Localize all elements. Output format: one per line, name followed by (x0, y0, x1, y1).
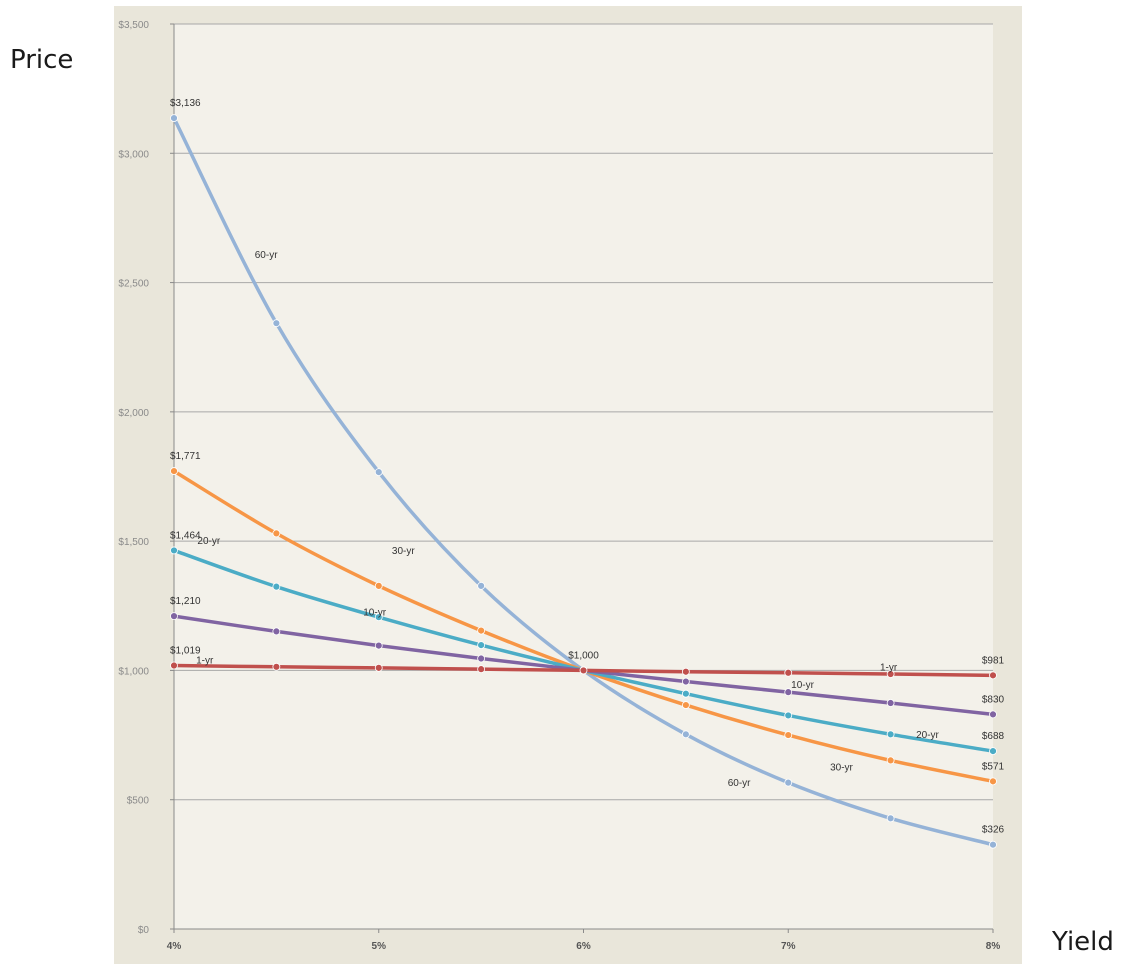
data-point-30-yr (170, 467, 178, 475)
data-point-10-yr (374, 641, 383, 650)
x-tick-label: 7% (781, 941, 796, 952)
data-point-10-yr (477, 654, 486, 663)
data-point-20-yr (374, 613, 383, 622)
y-tick-label: $1,500 (118, 537, 149, 548)
y-tick-label: $2,500 (118, 279, 149, 290)
data-label: 30-yr (392, 546, 415, 557)
data-point-20-yr (170, 546, 178, 555)
data-point-10-yr (170, 612, 178, 621)
data-point-1-yr (886, 670, 895, 678)
data-point-1-yr (170, 661, 178, 670)
data-label: $1,464 (170, 530, 201, 541)
x-tick-label: 6% (576, 941, 591, 952)
data-label: $688 (982, 731, 1005, 742)
data-point-20-yr (989, 747, 997, 756)
data-label: 10-yr (363, 608, 386, 619)
x-tick-label: 5% (372, 941, 387, 952)
data-point-1-yr (989, 671, 997, 680)
data-point-60-yr (784, 778, 793, 787)
data-label: 60-yr (255, 250, 278, 261)
axis-layer: $0 $500 $1,000 $1,500 $2,000 $2,500 $3,000 $3,5… (118, 20, 1000, 952)
data-point-1-yr (477, 665, 486, 674)
data-point-10-yr (681, 677, 690, 686)
y-tick-label: $3,500 (118, 20, 149, 31)
data-point-30-yr (784, 731, 793, 739)
y-tick-label: $3,000 (118, 149, 149, 160)
data-label: $1,000 (568, 650, 599, 661)
data-point-1-yr (681, 667, 690, 676)
plot-area (174, 24, 993, 929)
y-tick-label: $1,000 (118, 666, 149, 677)
y-tick-label: $500 (127, 796, 150, 807)
data-label: $1,771 (170, 451, 201, 462)
data-label: $3,136 (170, 98, 201, 109)
data-point-20-yr (272, 582, 281, 591)
data-label: 1-yr (880, 662, 898, 673)
data-point-1-yr (784, 668, 793, 677)
data-point-60-yr (989, 840, 997, 849)
y-tick-label: $2,000 (118, 408, 149, 419)
data-point-20-yr (886, 730, 895, 739)
data-point-30-yr (477, 626, 486, 635)
data-point-30-yr (886, 756, 895, 765)
data-point-1-yr (272, 662, 281, 671)
data-label: $830 (982, 694, 1005, 705)
x-tick-label: 4% (167, 941, 182, 952)
data-label: 10-yr (791, 680, 814, 691)
data-label: 60-yr (728, 778, 751, 789)
series-layer (170, 114, 997, 849)
x-tick-label: 8% (986, 941, 1001, 952)
data-point-20-yr (681, 689, 690, 698)
data-point-60-yr (170, 114, 178, 123)
data-label: 30-yr (830, 762, 853, 773)
data-point-30-yr (989, 777, 997, 786)
data-point-10-yr (784, 688, 793, 697)
data-point-1-yr (374, 663, 383, 672)
data-label: 20-yr (916, 730, 939, 741)
data-label: $1,210 (170, 596, 201, 607)
data-label: $326 (982, 825, 1005, 836)
data-point-20-yr (784, 711, 793, 720)
y-axis-title: Price (10, 45, 74, 75)
data-point-10-yr (272, 627, 281, 636)
data-point-60-yr (272, 319, 281, 328)
data-label: 20-yr (197, 536, 220, 547)
x-axis-title: Yield (1052, 927, 1114, 957)
y-tick-label: $0 (138, 925, 150, 936)
data-point-60-yr (477, 581, 486, 590)
data-point-30-yr (272, 529, 281, 538)
label-layer: $3,136 $1,771 $1,464 $1,210 $1,019 $1,000 $981… (170, 98, 1005, 836)
data-point-60-yr (886, 814, 895, 823)
data-label: $571 (982, 761, 1005, 772)
data-label: 1-yr (196, 656, 214, 667)
data-point-60-yr (374, 468, 383, 477)
chart-frame: $0 $500 $1,000 $1,500 $2,000 $2,500 $3,000 $3,5… (114, 6, 1022, 964)
data-label: $1,019 (170, 646, 201, 657)
data-point-1-yr (579, 666, 588, 675)
data-point-30-yr (374, 581, 383, 590)
data-point-10-yr (886, 699, 895, 707)
data-label: $981 (982, 655, 1005, 666)
data-point-60-yr (681, 730, 690, 739)
data-point-20-yr (477, 641, 486, 649)
data-point-30-yr (681, 701, 690, 709)
data-point-10-yr (989, 710, 997, 719)
bond-price-yield-chart: $0 $500 $1,000 $1,500 $2,000 $2,500 $3,000 $3,5… (118, 20, 1005, 952)
grid-layer (174, 23, 993, 801)
